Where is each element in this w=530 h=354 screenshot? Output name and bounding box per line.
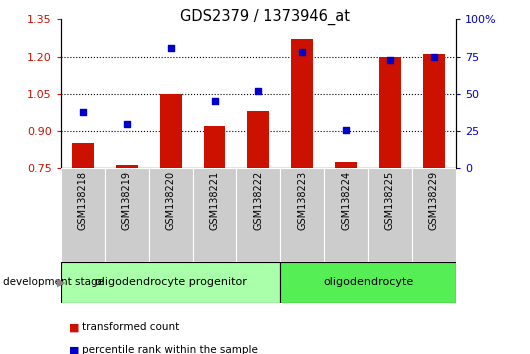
Bar [204,126,225,168]
Bar [423,54,445,168]
Bar [61,262,280,303]
Text: GSM138223: GSM138223 [297,171,307,230]
Text: GSM138221: GSM138221 [209,171,219,230]
Bar [105,168,149,262]
Bar [149,168,192,262]
Text: GSM138224: GSM138224 [341,171,351,230]
Text: oligodendrocyte progenitor: oligodendrocyte progenitor [95,277,246,287]
Point [342,127,350,132]
Bar [61,168,105,262]
Bar [335,162,357,168]
Point [122,121,131,127]
Bar [248,111,269,168]
Text: ■: ■ [69,346,80,354]
Text: GSM138229: GSM138229 [429,171,439,230]
Text: transformed count: transformed count [82,322,179,332]
Text: GSM138220: GSM138220 [166,171,175,230]
Bar [236,168,280,262]
Text: ▶: ▶ [57,277,66,287]
Point [210,98,219,104]
Point [78,109,87,114]
Point [386,57,394,63]
Bar [160,94,182,168]
Bar [324,168,368,262]
Text: ■: ■ [69,322,80,332]
Bar [280,262,456,303]
Bar [368,168,412,262]
Bar [379,57,401,168]
Bar [72,143,94,168]
Bar [116,165,138,168]
Text: development stage: development stage [3,277,104,287]
Point [430,54,438,59]
Text: GSM138225: GSM138225 [385,171,395,230]
Point [298,49,306,55]
Text: percentile rank within the sample: percentile rank within the sample [82,346,258,354]
Bar [412,168,456,262]
Bar [292,39,313,168]
Text: GSM138219: GSM138219 [122,171,132,230]
Point [166,45,175,51]
Bar [192,168,236,262]
Text: oligodendrocyte: oligodendrocyte [323,277,413,287]
Text: GSM138222: GSM138222 [253,171,263,230]
Text: GSM138218: GSM138218 [78,171,88,230]
Point [254,88,263,93]
Text: GDS2379 / 1373946_at: GDS2379 / 1373946_at [180,9,350,25]
Bar [280,168,324,262]
